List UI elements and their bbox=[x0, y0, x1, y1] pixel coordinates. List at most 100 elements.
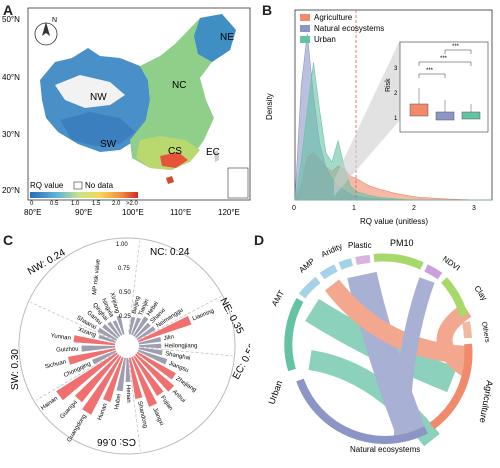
ribbon-ndvi-natural bbox=[394, 277, 435, 441]
legend-tick: 0.5 bbox=[50, 201, 59, 207]
legend-tick: >2.0 bbox=[126, 201, 139, 207]
bar-tianjin bbox=[131, 317, 141, 336]
lon-label: 90°E bbox=[75, 208, 92, 217]
label-pm10: PM10 bbox=[390, 238, 414, 248]
density-areas bbox=[294, 33, 492, 201]
bar-xizang bbox=[98, 334, 116, 343]
bar-hebei bbox=[133, 316, 149, 337]
arc-others bbox=[462, 321, 472, 339]
radial-tick: 1.00 bbox=[116, 242, 128, 248]
sector-divider bbox=[30, 301, 115, 341]
lon-label: 120°E bbox=[218, 208, 240, 217]
arc-agriculture bbox=[429, 343, 473, 430]
lat-label: 40°N bbox=[2, 73, 20, 82]
legend-tick: 1.0 bbox=[71, 201, 80, 207]
sector-divider bbox=[139, 296, 221, 340]
density-legend: Agriculture Natural ecosystems Urban bbox=[300, 13, 384, 44]
label-natural: Natural ecosystems bbox=[350, 445, 420, 454]
bar-shandong bbox=[128, 357, 143, 399]
bar-hainan bbox=[56, 352, 118, 401]
province-label: Guangxi bbox=[59, 400, 79, 421]
bar-guizhou bbox=[81, 345, 116, 352]
province-label: Liaoning bbox=[192, 308, 215, 322]
province-label: Xizang bbox=[77, 327, 96, 339]
sector-divider bbox=[128, 240, 141, 333]
legend-tick: 1.5 bbox=[92, 201, 101, 207]
china-ne bbox=[194, 14, 236, 62]
x-tick: 0 bbox=[292, 205, 296, 212]
x-tick: 1 bbox=[352, 205, 356, 212]
outer-ring bbox=[18, 237, 236, 455]
province-label: Anhui bbox=[171, 389, 186, 404]
chord-ribbons bbox=[305, 271, 472, 447]
density-xlabel: RQ value (unitless) bbox=[360, 217, 428, 226]
province-label: Sichuan bbox=[44, 359, 66, 370]
label-clay: Clay bbox=[472, 284, 489, 302]
ribbon-clay-agri bbox=[436, 303, 472, 377]
china-tibet bbox=[60, 112, 135, 146]
province-label: Fujian bbox=[159, 395, 173, 412]
lat-label: 50°N bbox=[2, 15, 20, 24]
label-agriculture: Agriculture bbox=[478, 380, 495, 424]
panel-letter-b: B bbox=[262, 2, 273, 18]
sector-divider bbox=[35, 352, 116, 401]
density-ylabel: Density bbox=[265, 93, 274, 120]
box-natural bbox=[435, 111, 455, 121]
box-agriculture bbox=[409, 103, 429, 117]
china-taiwan bbox=[214, 150, 219, 162]
bar-xinjiang bbox=[116, 315, 125, 335]
province-label: Yunnan bbox=[50, 333, 71, 342]
south-sea-inset bbox=[227, 167, 249, 199]
province-label: Henan bbox=[125, 385, 132, 403]
bar-heilongjiang bbox=[139, 343, 162, 349]
north-arrow: N bbox=[34, 17, 58, 46]
arc-ndvi bbox=[424, 264, 443, 280]
bar-guangdong bbox=[82, 355, 122, 415]
sector-divider bbox=[128, 359, 141, 452]
panel-letter-c: C bbox=[3, 232, 14, 248]
x-tick: 2 bbox=[412, 205, 416, 212]
lon-label: 110°E bbox=[170, 208, 191, 217]
china-nw-desert bbox=[55, 75, 125, 108]
arc-pm10 bbox=[373, 253, 424, 270]
arc-plastic bbox=[355, 255, 371, 265]
bar-guangxi bbox=[74, 354, 120, 403]
panel-letter-d: D bbox=[254, 232, 265, 248]
province-label: Hainan bbox=[40, 396, 59, 412]
chord-arcs bbox=[284, 253, 473, 444]
bar-gansu bbox=[102, 324, 119, 339]
region-cs: CS bbox=[168, 146, 182, 157]
province-label: Shanghai bbox=[165, 351, 191, 362]
bar-henan bbox=[125, 357, 131, 382]
bar-ningxia bbox=[112, 320, 123, 336]
nodata-label: No data bbox=[85, 181, 114, 190]
legend-title: RQ value bbox=[30, 181, 64, 190]
sector-ne: NE: 0.35 bbox=[217, 296, 245, 336]
bar-liaoning bbox=[137, 316, 192, 343]
legend-colorbar bbox=[30, 192, 138, 198]
bar-jilin bbox=[138, 337, 162, 345]
bar-shanxi bbox=[135, 322, 151, 339]
province-label: Beijing bbox=[132, 296, 142, 315]
province-label: Heilongjiang bbox=[164, 343, 197, 349]
label-urban: Urban bbox=[266, 379, 284, 405]
radial-tick: 0.50 bbox=[119, 290, 131, 296]
label-others: Others bbox=[480, 321, 491, 343]
region-nc: NC bbox=[172, 80, 186, 91]
legend-agriculture: Agriculture bbox=[314, 13, 353, 22]
arc-amp bbox=[319, 264, 338, 280]
region-nw: NW bbox=[90, 92, 107, 103]
label-aridity: Aridity bbox=[320, 242, 344, 260]
bar-beijing bbox=[128, 316, 136, 335]
legend-natural: Natural ecosystems bbox=[314, 24, 384, 33]
inset-ytick: 1 bbox=[394, 116, 398, 122]
panel-b: B Risk 1 2 3 *** *** *** bbox=[260, 0, 500, 228]
china-map: N NE NC NW SW CS EC RQ value No data 0 0… bbox=[2, 7, 251, 217]
inset-ytick: 2 bbox=[394, 91, 398, 97]
province-label: Jiangxi bbox=[151, 407, 164, 427]
sig-label: *** bbox=[452, 44, 460, 50]
province-label: Xinjiang bbox=[108, 292, 120, 314]
panel-a: A N NE NC NW bbox=[0, 0, 258, 225]
bar-neimenggu bbox=[136, 326, 156, 341]
